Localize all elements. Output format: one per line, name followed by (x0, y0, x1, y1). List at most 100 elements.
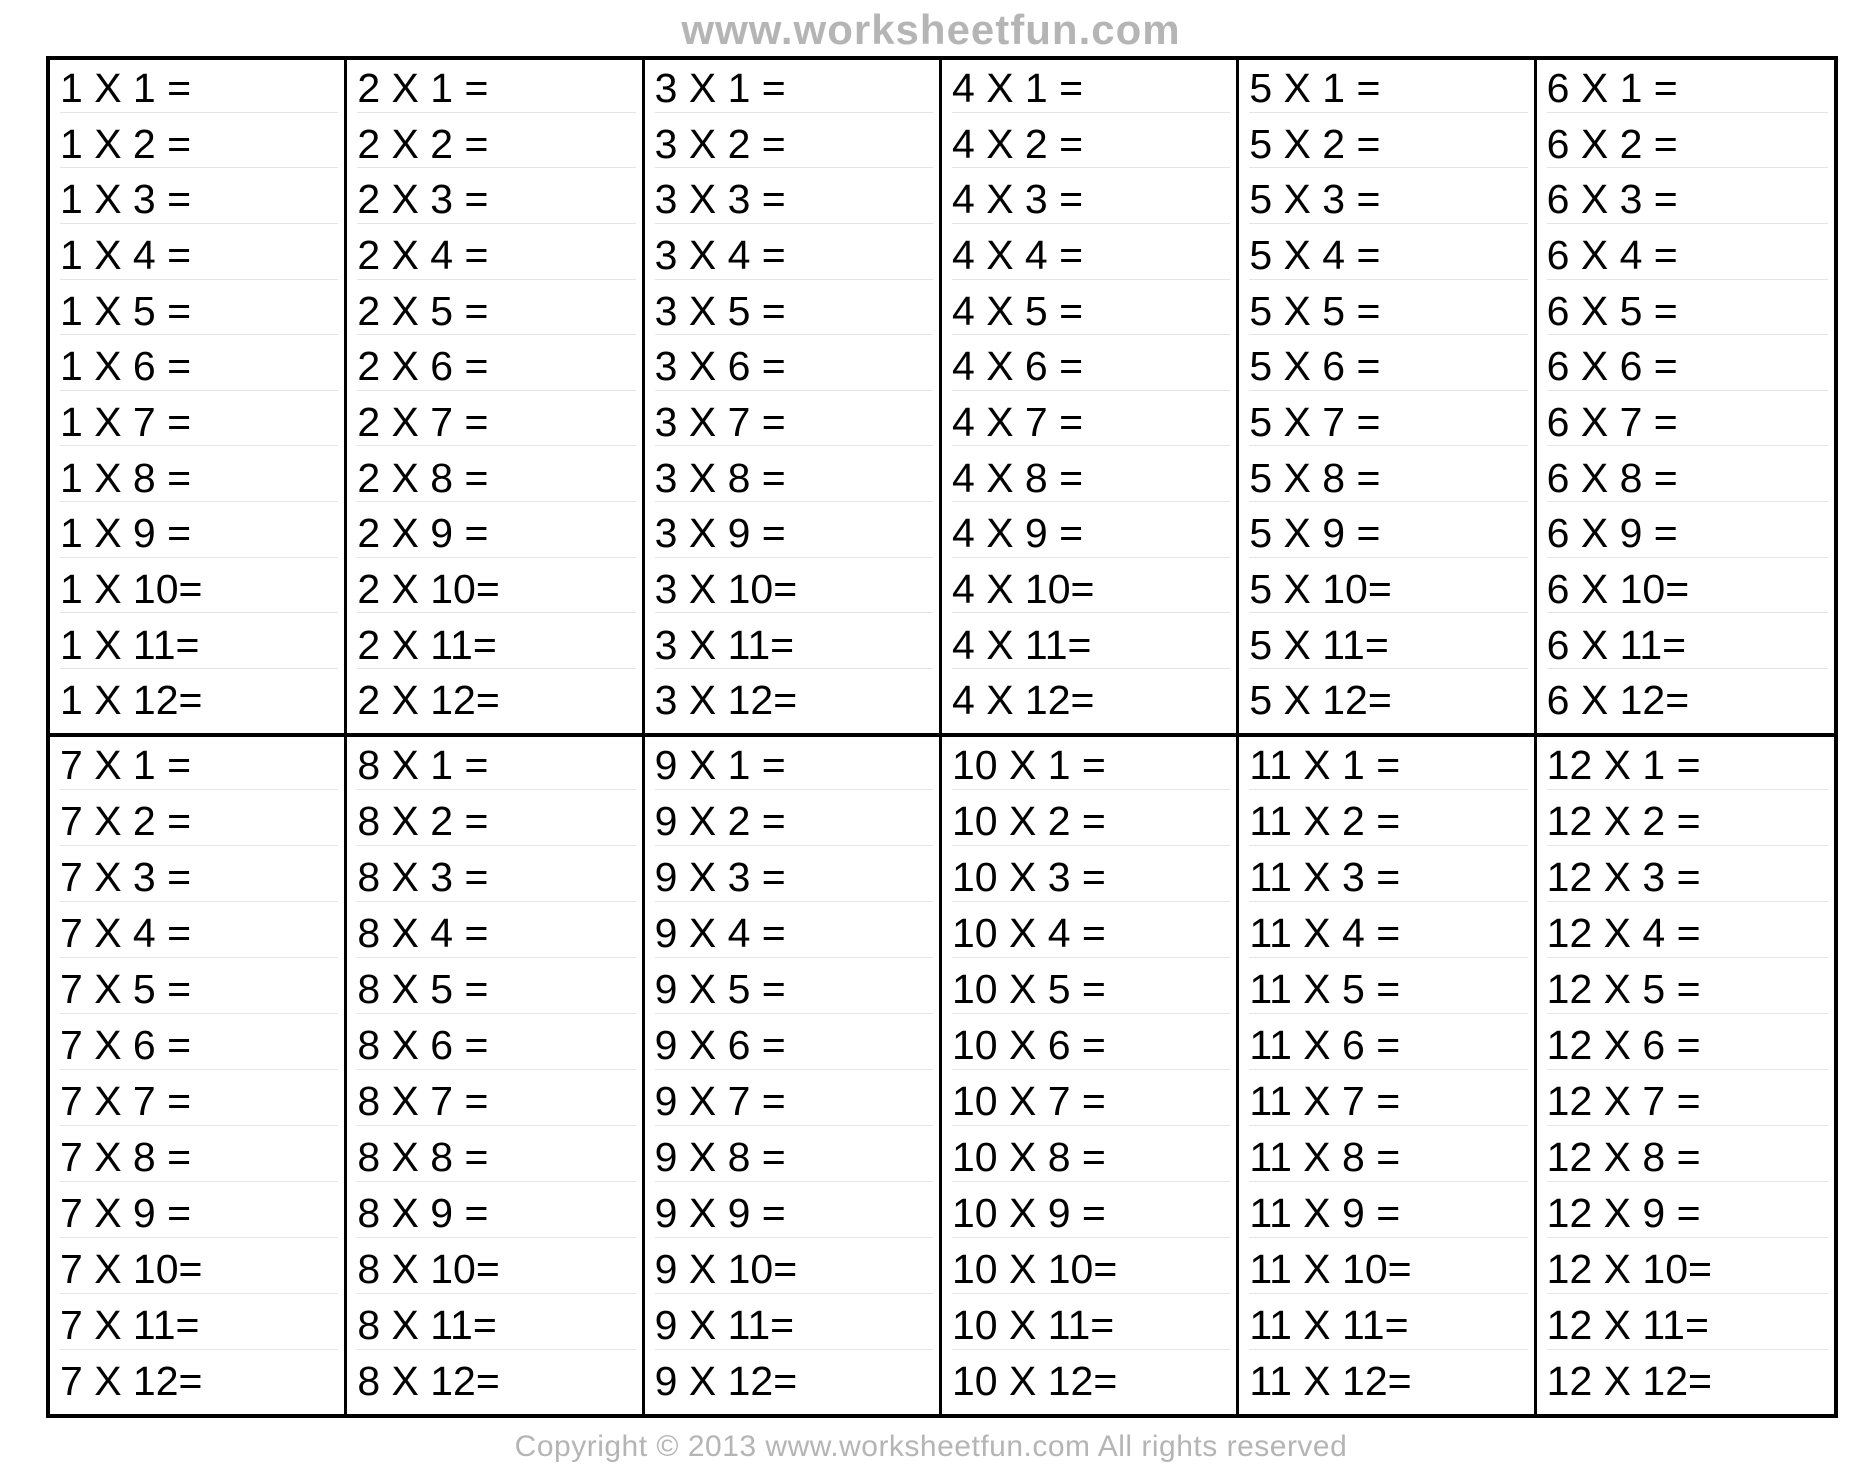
equation-line: 2 X 8 = (357, 457, 635, 502)
equation-line: 3 X 4 = (655, 234, 933, 279)
equation-line: 9 X 5 = (655, 968, 933, 1013)
equation-line: 7 X 5 = (60, 968, 338, 1013)
equation-line: 6 X 12= (1547, 679, 1828, 723)
equation-line: 5 X 8 = (1249, 457, 1527, 502)
equation-line: 3 X 11= (655, 624, 933, 669)
equation-line: 10 X 12= (952, 1360, 1230, 1404)
times-table-block-9: 9 X 1 =9 X 2 =9 X 3 =9 X 4 =9 X 5 =9 X 6… (645, 737, 942, 1414)
equation-line: 4 X 8 = (952, 457, 1230, 502)
equation-line: 1 X 1 = (60, 67, 338, 112)
equation-line: 11 X 6 = (1249, 1024, 1527, 1069)
equation-line: 1 X 4 = (60, 234, 338, 279)
times-table-block-1: 1 X 1 = 1 X 2 = 1 X 3 = 1 X 4 = 1 X 5 = 1 X 6… (50, 60, 347, 733)
equation-line: 11 X 7 = (1249, 1080, 1527, 1125)
equation-line: 6 X 2 = (1547, 123, 1828, 168)
times-table-block-3: 3 X 1 =3 X 2 =3 X 3 =3 X 4 =3 X 5 =3 X 6… (645, 60, 942, 733)
equation-line: 9 X 6 = (655, 1024, 933, 1069)
equation-line: 2 X 1 = (357, 67, 635, 112)
equation-line: 12 X 11= (1547, 1304, 1828, 1349)
equation-line: 10 X 10= (952, 1248, 1230, 1293)
equation-line: 4 X 3 = (952, 178, 1230, 223)
equation-line: 5 X 2 = (1249, 123, 1527, 168)
equation-line: 5 X 11= (1249, 624, 1527, 669)
equation-line: 10 X 8 = (952, 1136, 1230, 1181)
equation-line: 3 X 3 = (655, 178, 933, 223)
equation-line: 1 X 3 = (60, 178, 338, 223)
equation-line: 7 X 11= (60, 1304, 338, 1349)
equation-line: 1 X 6 = (60, 345, 338, 390)
multiplication-worksheet: 1 X 1 = 1 X 2 = 1 X 3 = 1 X 4 = 1 X 5 = 1 X 6… (46, 56, 1838, 1418)
equation-line: 11 X 11= (1249, 1304, 1527, 1349)
equation-line: 4 X 5 = (952, 290, 1230, 335)
equation-line: 6 X 4 = (1547, 234, 1828, 279)
equation-line: 10 X 5 = (952, 968, 1230, 1013)
equation-line: 8 X 3 = (357, 856, 635, 901)
equation-line: 2 X 11= (357, 624, 635, 669)
equation-line: 12 X 5 = (1547, 968, 1828, 1013)
equation-line: 5 X 6 = (1249, 345, 1527, 390)
equation-line: 3 X 10= (655, 568, 933, 613)
equation-line: 8 X 6 = (357, 1024, 635, 1069)
times-table-block-10: 10 X 1 =10 X 2 =10 X 3 =10 X 4 =10 X 5 =… (942, 737, 1239, 1414)
equation-line: 1 X 2 = (60, 123, 338, 168)
equation-line: 11 X 8 = (1249, 1136, 1527, 1181)
equation-line: 2 X 7 = (357, 401, 635, 446)
equation-line: 5 X 5 = (1249, 290, 1527, 335)
equation-line: 6 X 10= (1547, 568, 1828, 613)
equation-line: 3 X 8 = (655, 457, 933, 502)
equation-line: 7 X 8 = (60, 1136, 338, 1181)
equation-line: 6 X 1 = (1547, 67, 1828, 112)
times-table-block-11: 11 X 1 =11 X 2 =11 X 3 =11 X 4 =11 X 5 =… (1239, 737, 1536, 1414)
equation-line: 12 X 10= (1547, 1248, 1828, 1293)
equation-line: 1 X 11= (60, 624, 338, 669)
equation-line: 8 X 9 = (357, 1192, 635, 1237)
equation-line: 10 X 4 = (952, 912, 1230, 957)
equation-line: 8 X 7 = (357, 1080, 635, 1125)
equation-line: 4 X 9 = (952, 512, 1230, 557)
equation-line: 8 X 1 = (357, 744, 635, 789)
equation-line: 5 X 10= (1249, 568, 1527, 613)
equation-line: 10 X 9 = (952, 1192, 1230, 1237)
times-table-block-6: 6 X 1 =6 X 2 =6 X 3 =6 X 4 =6 X 5 =6 X 6… (1537, 60, 1834, 733)
equation-line: 3 X 5 = (655, 290, 933, 335)
equation-line: 8 X 4 = (357, 912, 635, 957)
equation-line: 2 X 9 = (357, 512, 635, 557)
equation-line: 3 X 2 = (655, 123, 933, 168)
equation-line: 12 X 1 = (1547, 744, 1828, 789)
equation-line: 8 X 12= (357, 1360, 635, 1404)
equation-line: 8 X 2 = (357, 800, 635, 845)
equation-line: 11 X 10= (1249, 1248, 1527, 1293)
equation-line: 7 X 9 = (60, 1192, 338, 1237)
equation-line: 1 X 5 = (60, 290, 338, 335)
equation-line: 10 X 2 = (952, 800, 1230, 845)
equation-line: 7 X 12= (60, 1360, 338, 1404)
equation-line: 10 X 3 = (952, 856, 1230, 901)
equation-line: 12 X 9 = (1547, 1192, 1828, 1237)
equation-line: 1 X 10= (60, 568, 338, 613)
equation-line: 11 X 3 = (1249, 856, 1527, 901)
equation-line: 1 X 7 = (60, 401, 338, 446)
times-table-block-5: 5 X 1 =5 X 2 =5 X 3 =5 X 4 =5 X 5 =5 X 6… (1239, 60, 1536, 733)
times-table-block-2: 2 X 1 =2 X 2 =2 X 3 =2 X 4 =2 X 5 =2 X 6… (347, 60, 644, 733)
equation-line: 11 X 1 = (1249, 744, 1527, 789)
equation-line: 6 X 6 = (1547, 345, 1828, 390)
equation-line: 10 X 11= (952, 1304, 1230, 1349)
equation-line: 3 X 7 = (655, 401, 933, 446)
equation-line: 6 X 9 = (1547, 512, 1828, 557)
equation-line: 8 X 10= (357, 1248, 635, 1293)
equation-line: 2 X 6 = (357, 345, 635, 390)
equation-line: 9 X 4 = (655, 912, 933, 957)
equation-line: 7 X 1 = (60, 744, 338, 789)
equation-line: 6 X 11= (1547, 624, 1828, 669)
equation-line: 9 X 9 = (655, 1192, 933, 1237)
equation-line: 12 X 12= (1547, 1360, 1828, 1404)
equation-line: 3 X 6 = (655, 345, 933, 390)
equation-line: 7 X 4 = (60, 912, 338, 957)
times-table-block-7: 7 X 1 =7 X 2 =7 X 3 =7 X 4 =7 X 5 =7 X 6… (50, 737, 347, 1414)
equation-line: 2 X 10= (357, 568, 635, 613)
equation-line: 4 X 2 = (952, 123, 1230, 168)
equation-line: 9 X 2 = (655, 800, 933, 845)
equation-line: 11 X 5 = (1249, 968, 1527, 1013)
equation-line: 2 X 5 = (357, 290, 635, 335)
equation-line: 5 X 12= (1249, 679, 1527, 723)
